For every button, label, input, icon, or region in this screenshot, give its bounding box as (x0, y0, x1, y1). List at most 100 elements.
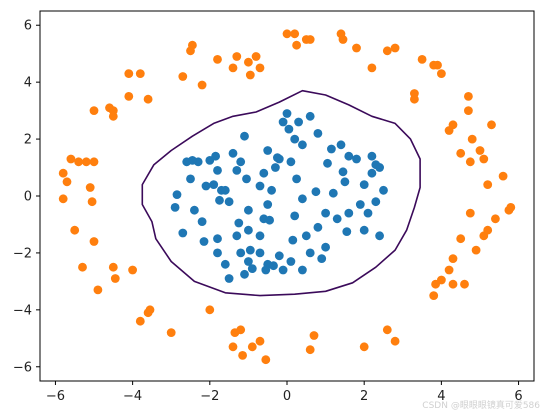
data-point (382, 325, 392, 335)
data-point (491, 214, 500, 224)
data-point (321, 242, 330, 252)
data-point (429, 291, 439, 300)
decision-boundary-layer (141, 89, 421, 297)
data-point (417, 55, 427, 64)
data-point (245, 70, 255, 80)
data-point (240, 269, 249, 279)
data-point (263, 200, 273, 209)
data-point (269, 261, 278, 271)
data-point (456, 234, 466, 244)
data-point (188, 156, 197, 165)
y-tick-label: −2 (13, 246, 32, 261)
data-point (247, 264, 257, 273)
y-tick-label: 2 (24, 133, 32, 148)
data-point (70, 225, 80, 235)
data-point (464, 106, 473, 115)
data-point (321, 208, 330, 218)
data-point (359, 342, 369, 352)
data-point (244, 205, 253, 215)
x-tick-label: 2 (360, 389, 368, 404)
data-point (278, 117, 288, 127)
data-point (448, 254, 458, 263)
data-point (311, 187, 321, 197)
data-point (201, 181, 211, 191)
data-point (245, 245, 255, 255)
data-point (444, 265, 454, 275)
data-point (506, 203, 516, 212)
data-point (465, 157, 475, 167)
data-point (244, 225, 253, 235)
data-point (359, 225, 369, 235)
data-point (298, 265, 307, 275)
data-point (498, 171, 508, 181)
data-point (338, 167, 348, 177)
x-tick-label: −4 (123, 389, 142, 404)
data-point (375, 231, 384, 241)
y-tick-label: −4 (13, 303, 32, 318)
data-point (186, 174, 195, 184)
series-1 (58, 29, 516, 365)
data-point (145, 305, 155, 315)
data-point (213, 166, 222, 175)
data-point (255, 181, 265, 191)
data-point (327, 144, 336, 154)
data-point (87, 197, 97, 207)
data-point (247, 342, 257, 352)
data-point (390, 43, 400, 53)
data-point (465, 208, 475, 218)
y-tick-label: 0 (24, 190, 32, 205)
data-point (62, 177, 72, 187)
data-point (328, 188, 338, 198)
data-point (124, 69, 134, 78)
data-point (371, 160, 381, 170)
y-tick-label: 4 (24, 76, 32, 91)
data-point (224, 274, 234, 283)
data-point (255, 336, 265, 346)
data-point (135, 69, 145, 78)
data-point (344, 151, 354, 161)
data-point (89, 157, 99, 167)
data-point (456, 148, 466, 158)
data-point (332, 214, 342, 224)
data-point (379, 185, 388, 195)
data-point (290, 211, 300, 221)
data-point (228, 148, 238, 158)
data-point (464, 92, 473, 101)
data-point (89, 237, 99, 246)
data-point (213, 234, 222, 244)
data-point (197, 217, 207, 227)
data-point (431, 279, 440, 289)
data-point (298, 140, 307, 150)
data-point (143, 94, 153, 104)
data-point (487, 120, 496, 130)
data-point (78, 262, 87, 272)
plot-frame (39, 10, 535, 382)
data-point (292, 174, 301, 184)
y-tick-label: −6 (13, 360, 32, 375)
data-point (352, 154, 361, 164)
data-point (232, 52, 242, 61)
data-point (251, 52, 261, 61)
data-point (367, 168, 377, 178)
x-tick-label: 0 (283, 389, 291, 404)
data-point (199, 237, 209, 246)
data-point (74, 157, 83, 167)
data-point (342, 227, 352, 237)
data-point (128, 265, 138, 275)
data-point (58, 194, 68, 204)
data-point (271, 163, 280, 172)
data-point (178, 228, 188, 238)
data-point (93, 285, 103, 295)
data-point (108, 111, 118, 121)
data-point (265, 215, 274, 225)
data-point (228, 342, 238, 352)
data-point (108, 262, 118, 272)
data-point (66, 154, 76, 164)
data-point (242, 174, 251, 184)
data-point (81, 157, 91, 167)
data-point (355, 200, 365, 209)
data-point (58, 168, 68, 178)
data-point (336, 140, 346, 150)
data-point (230, 328, 240, 337)
